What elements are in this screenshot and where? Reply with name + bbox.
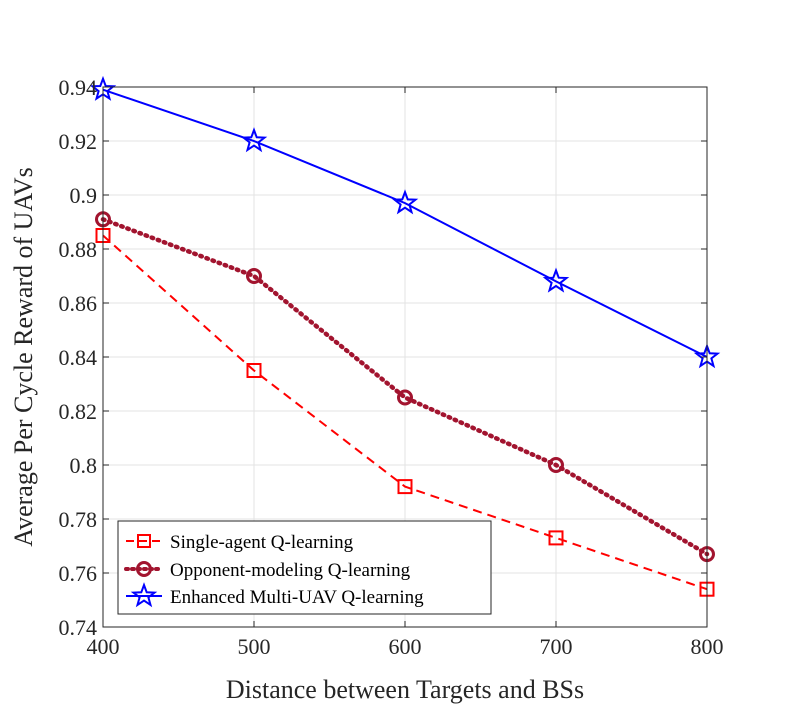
grid xyxy=(102,86,708,628)
legend-label-opponent-modeling: Opponent-modeling Q-learning xyxy=(170,560,411,581)
y-tick-label: 0.9 xyxy=(70,183,98,208)
y-tick-label: 0.86 xyxy=(59,291,98,316)
x-axis-title: Distance between Targets and BSs xyxy=(226,675,584,704)
y-tick-label: 0.84 xyxy=(59,345,98,370)
tick-labels: 400 500 600 700 800 0.74 0.76 0.78 0.8 0.82 0.84 0.… xyxy=(59,75,724,659)
y-tick-label: 0.74 xyxy=(59,615,98,640)
legend-label-single-agent: Single-agent Q-learning xyxy=(170,532,354,553)
data-point-star xyxy=(391,189,419,215)
x-tick-label: 600 xyxy=(389,634,422,659)
y-tick-label: 0.82 xyxy=(59,399,98,424)
series-line xyxy=(102,234,708,591)
y-tick-label: 0.8 xyxy=(70,453,98,478)
data-point-circle xyxy=(246,268,262,284)
x-tick-label: 700 xyxy=(540,634,573,659)
legend-marker-circle xyxy=(136,561,152,577)
data-point-circle xyxy=(397,389,413,406)
legend-item-opponent-modeling: Opponent-modeling Q-learning xyxy=(124,560,411,581)
y-tick-label: 0.88 xyxy=(59,237,98,262)
y-tick-label: 0.76 xyxy=(59,561,98,586)
data-point-square xyxy=(548,530,564,546)
x-tick-label: 800 xyxy=(691,634,724,659)
y-tick-label: 0.92 xyxy=(59,129,98,154)
series-line xyxy=(100,217,710,557)
data-point-square xyxy=(397,479,413,495)
data-point-star xyxy=(240,127,268,153)
legend: Single-agent Q-learning Opponent-modelin… xyxy=(117,520,492,615)
legend-item-enhanced-multi-uav: Enhanced Multi-UAV Q-learning xyxy=(126,582,424,608)
legend-marker-square xyxy=(137,534,151,548)
y-tick-label: 0.94 xyxy=(59,75,98,100)
x-tick-label: 400 xyxy=(87,634,120,659)
x-tick-label: 500 xyxy=(238,634,271,659)
legend-box xyxy=(117,520,492,615)
legend-item-single-agent: Single-agent Q-learning xyxy=(126,532,354,553)
y-axis-title: Average Per Cycle Reward of UAVs xyxy=(9,167,38,547)
data-point-star xyxy=(542,267,570,293)
ticks xyxy=(102,86,708,628)
series-layer xyxy=(89,75,721,597)
data-point-circle xyxy=(548,457,564,473)
data-point-square xyxy=(246,363,262,378)
series-line xyxy=(102,88,708,358)
legend-label-enhanced-multi-uav: Enhanced Multi-UAV Q-learning xyxy=(170,587,424,608)
legend-marker-star-icon xyxy=(130,582,158,608)
y-tick-label: 0.78 xyxy=(59,507,98,532)
